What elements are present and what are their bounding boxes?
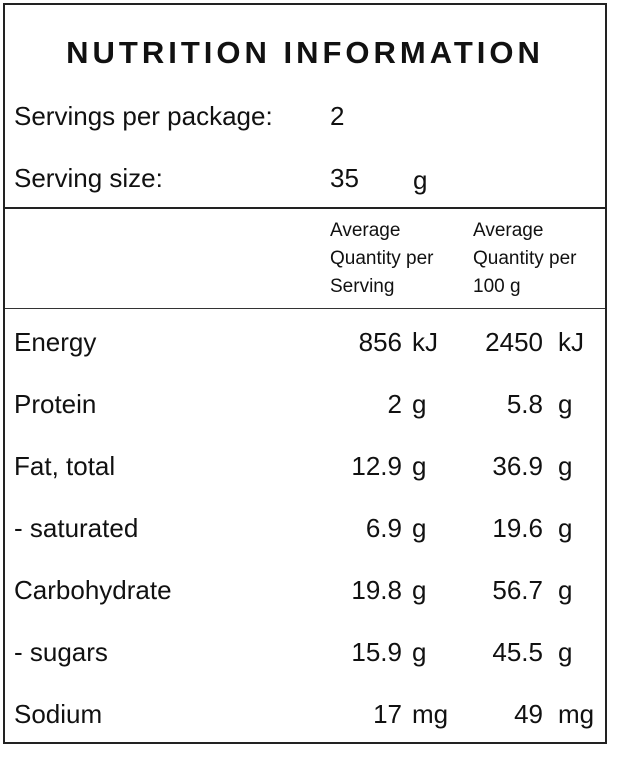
column-header-per-100g: Average Quantity per 100 g xyxy=(473,217,577,301)
nutrient-row: Energy 856 kJ 2450 kJ xyxy=(5,327,605,367)
per-serving-value: 15.9 xyxy=(351,637,402,667)
divider-header xyxy=(5,308,605,309)
nutrient-row: - saturated 6.9 g 19.6 g xyxy=(5,513,605,553)
nutrient-name: Protein xyxy=(14,389,97,419)
column-header-per-serving: Average Quantity per Serving xyxy=(330,217,434,301)
per-serving-unit: mg xyxy=(412,699,449,729)
per-100g-unit: mg xyxy=(558,699,595,729)
column-header-line: Quantity per xyxy=(330,248,434,269)
per-serving-value: 12.9 xyxy=(351,451,402,481)
per-serving-unit: kJ xyxy=(412,327,438,357)
nutrient-name: Fat, total xyxy=(14,451,116,481)
column-header-line: Quantity per xyxy=(473,248,577,269)
column-header-line: Average xyxy=(330,220,401,241)
per-100g-value: 2450 xyxy=(485,327,543,357)
nutrient-row: - sugars 15.9 g 45.5 g xyxy=(5,637,605,677)
nutrient-name: Sodium xyxy=(14,699,103,729)
nutrient-name: - sugars xyxy=(14,637,108,667)
per-100g-unit: g xyxy=(558,513,573,543)
per-serving-value: 856 xyxy=(358,327,402,357)
per-serving-value: 2 xyxy=(387,389,402,419)
per-serving-unit: g xyxy=(412,513,427,543)
per-100g-unit: g xyxy=(558,637,573,667)
divider-top xyxy=(5,207,605,209)
per-serving-value: 6.9 xyxy=(365,513,402,543)
per-100g-unit: g xyxy=(558,575,573,605)
serving-size-label: Serving size: xyxy=(14,163,163,193)
nutrient-row: Carbohydrate 19.8 g 56.7 g xyxy=(5,575,605,615)
nutrient-row: Protein 2 g 5.8 g xyxy=(5,389,605,429)
nutrient-row: Fat, total 12.9 g 36.9 g xyxy=(5,451,605,491)
per-100g-value: 45.5 xyxy=(492,637,543,667)
nutrition-panel: NUTRITION INFORMATION Servings per packa… xyxy=(3,3,607,744)
nutrient-name: - saturated xyxy=(14,513,139,543)
per-100g-unit: kJ xyxy=(558,327,584,357)
per-100g-value: 19.6 xyxy=(492,513,543,543)
per-serving-unit: g xyxy=(412,575,427,605)
per-serving-unit: g xyxy=(412,637,427,667)
per-serving-unit: g xyxy=(412,389,427,419)
per-100g-value: 36.9 xyxy=(492,451,543,481)
serving-size-value: 35 xyxy=(330,163,359,193)
per-serving-value: 19.8 xyxy=(351,575,402,605)
panel-title: NUTRITION INFORMATION xyxy=(66,35,544,70)
column-header-line: 100 g xyxy=(473,276,521,297)
column-header-line: Serving xyxy=(330,276,395,297)
per-100g-value: 49 xyxy=(514,699,543,729)
per-serving-value: 17 xyxy=(373,699,402,729)
servings-label: Servings per package: xyxy=(14,101,273,131)
servings-value: 2 xyxy=(330,101,345,131)
nutrient-row: Sodium 17 mg 49 mg xyxy=(5,699,605,739)
nutrient-name: Energy xyxy=(14,327,97,357)
column-header-line: Average xyxy=(473,220,544,241)
nutrient-name: Carbohydrate xyxy=(14,575,172,605)
per-100g-unit: g xyxy=(558,389,573,419)
per-100g-value: 5.8 xyxy=(506,389,543,419)
serving-size-unit: g xyxy=(413,165,428,195)
per-100g-value: 56.7 xyxy=(492,575,543,605)
per-serving-unit: g xyxy=(412,451,427,481)
per-100g-unit: g xyxy=(558,451,573,481)
